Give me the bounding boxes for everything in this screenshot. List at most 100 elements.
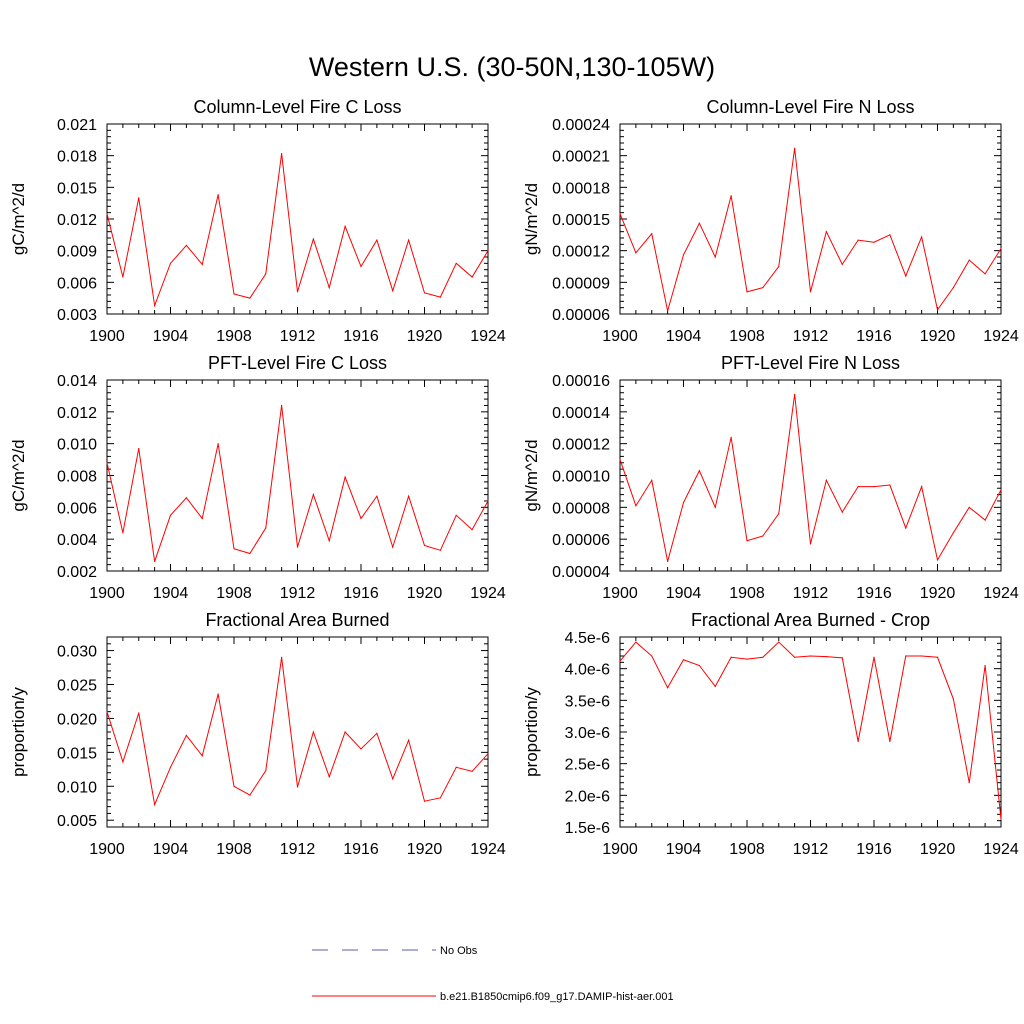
data-point	[344, 476, 346, 478]
data-point	[138, 712, 140, 714]
data-point	[698, 664, 700, 667]
y-tick-label: 0.030	[57, 644, 97, 661]
data-point	[714, 256, 716, 258]
data-point	[682, 659, 685, 661]
panel-title: Fractional Area Burned	[205, 610, 389, 630]
data-point	[984, 664, 986, 667]
data-point	[471, 770, 473, 772]
x-tick-label: 1904	[153, 841, 189, 858]
chart-panel-1: Column-Level Fire C Loss gC/m^2/d 1900 1904…	[9, 97, 506, 345]
data-point	[265, 273, 267, 275]
x-tick-label: 1920	[407, 841, 443, 858]
y-tick-label: 0.00009	[552, 275, 610, 292]
x-tick-label: 1904	[666, 841, 702, 858]
x-tick-label: 1904	[153, 328, 189, 345]
x-tick-label: 1908	[729, 328, 765, 345]
x-tick-label: 1900	[89, 585, 125, 602]
data-point	[619, 458, 621, 461]
y-tick-label: 0.009	[57, 244, 97, 261]
x-tick-label: 1908	[729, 841, 765, 858]
x-tick-label: 1912	[793, 841, 829, 858]
data-point	[1000, 247, 1002, 250]
data-point	[698, 222, 700, 224]
data-point	[746, 540, 748, 542]
y-axis-label: gN/m^2/d	[522, 439, 541, 511]
y-tick-label: 0.00010	[552, 469, 610, 486]
data-point	[651, 233, 653, 235]
data-point	[360, 517, 362, 520]
panel-title: Column-Level Fire N Loss	[706, 97, 914, 117]
data-point	[249, 552, 251, 555]
panel-title: Column-Level Fire C Loss	[193, 97, 401, 117]
data-point	[1000, 489, 1002, 491]
data-point	[825, 479, 827, 481]
x-tick-label: 1912	[793, 585, 829, 602]
x-tick-label: 1916	[343, 328, 379, 345]
data-point	[487, 500, 489, 502]
x-tick-label: 1908	[729, 585, 765, 602]
data-point	[233, 785, 235, 787]
data-point	[296, 546, 299, 548]
x-tick-label: 1904	[666, 328, 702, 345]
x-tick-label: 1920	[920, 328, 956, 345]
data-point	[857, 239, 859, 241]
y-tick-label: 0.018	[57, 149, 97, 166]
data-point	[730, 436, 732, 438]
data-point	[984, 273, 986, 275]
y-tick-label: 0.00021	[552, 149, 610, 166]
chart-panel-3: PFT-Level Fire C Loss gC/m^2/d 1900 1904 190…	[9, 353, 506, 602]
y-tick-label: 4.5e-6	[565, 630, 610, 647]
data-point	[471, 276, 473, 278]
data-point	[312, 731, 314, 733]
data-point	[762, 535, 764, 537]
data-point	[889, 740, 891, 743]
x-tick-label: 1920	[407, 585, 443, 602]
data-point	[392, 778, 394, 780]
data-point	[651, 655, 653, 657]
data-point	[921, 486, 923, 488]
data-point	[360, 748, 362, 750]
data-point	[281, 152, 283, 155]
data-point	[746, 291, 748, 293]
data-point	[344, 225, 346, 227]
data-point	[201, 517, 203, 520]
data-point	[809, 543, 812, 545]
y-tick-label: 2.5e-6	[565, 757, 610, 774]
data-point	[635, 505, 637, 507]
data-point	[487, 250, 489, 252]
data-point	[794, 656, 796, 658]
data-point	[376, 239, 378, 241]
data-point	[455, 262, 457, 264]
y-tick-label: 0.00014	[552, 405, 610, 422]
data-point	[794, 147, 796, 149]
y-tick-label: 0.006	[57, 500, 97, 517]
x-tick-label: 1924	[983, 328, 1019, 345]
data-point	[1000, 818, 1002, 821]
x-tick-label: 1904	[666, 585, 702, 602]
data-point	[376, 495, 378, 497]
data-point	[471, 529, 473, 531]
data-point	[360, 265, 362, 268]
data-point	[106, 711, 108, 713]
y-tick-label: 0.021	[57, 117, 97, 134]
x-tick-label: 1904	[153, 585, 189, 602]
data-point	[122, 276, 124, 278]
data-point	[455, 766, 457, 768]
y-tick-label: 2.0e-6	[565, 788, 610, 805]
x-tick-label: 1916	[856, 328, 892, 345]
data-point	[185, 497, 187, 499]
data-point	[778, 265, 780, 268]
data-point	[762, 287, 764, 289]
data-point	[619, 213, 621, 215]
data-point	[809, 655, 812, 657]
y-tick-label: 1.5e-6	[565, 820, 610, 837]
data-point	[921, 236, 923, 238]
data-point	[762, 656, 764, 658]
data-point	[889, 484, 891, 486]
x-tick-label: 1924	[983, 841, 1019, 858]
data-point	[905, 655, 907, 657]
data-point	[619, 660, 621, 662]
data-point	[778, 641, 780, 643]
data-point	[667, 687, 669, 689]
